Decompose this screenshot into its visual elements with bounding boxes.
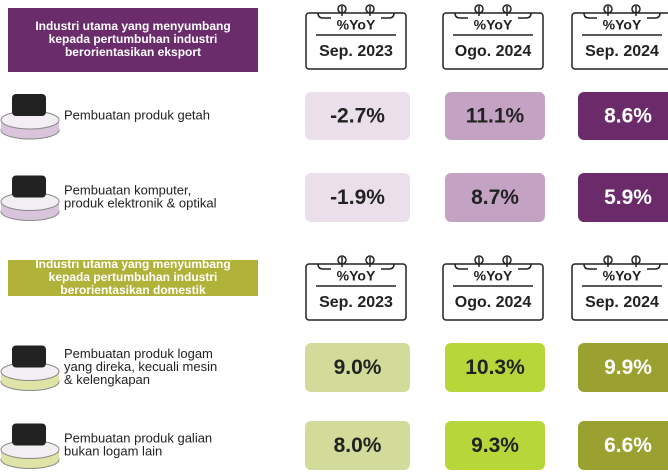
calendar-period: Sep. 2023 xyxy=(319,43,393,60)
value-text: 9.9% xyxy=(604,356,652,379)
calendar-unit: %YoY xyxy=(603,268,642,284)
section-header-text: berorientasikan eksport xyxy=(65,45,201,59)
value-box xyxy=(445,343,545,392)
calendar-ring xyxy=(337,255,347,265)
calendar-period: Ogo. 2024 xyxy=(455,294,532,311)
value-box xyxy=(578,421,668,470)
row-label: & kelengkapan xyxy=(64,372,150,387)
value-text: -2.7% xyxy=(330,105,385,128)
section-header-text: Industri utama yang menyumbang xyxy=(35,257,230,271)
value-box xyxy=(445,92,545,140)
calendar xyxy=(571,12,668,70)
icon xyxy=(12,94,46,116)
value-text: 10.3% xyxy=(465,356,525,379)
calendar-period: Ogo. 2024 xyxy=(455,43,532,60)
value-box xyxy=(305,421,410,470)
row-label: Pembuatan komputer, xyxy=(64,182,191,197)
row-label: yang direka, kecuali mesin xyxy=(64,359,217,374)
icon xyxy=(12,423,46,446)
row-label: produk elektronik & optikal xyxy=(64,195,217,210)
calendar-rings xyxy=(583,257,661,270)
calendar-ring xyxy=(603,255,613,265)
calendar xyxy=(571,263,668,321)
calendar-rings xyxy=(454,257,532,270)
value-text: 9.3% xyxy=(471,434,519,457)
calendar-ring xyxy=(631,4,641,14)
calendar-ring xyxy=(365,255,375,265)
value-box xyxy=(445,421,545,470)
row-label: Pembuatan produk getah xyxy=(64,107,210,122)
value-text: 8.0% xyxy=(334,434,382,457)
calendar-ring xyxy=(337,4,347,14)
calendar-rings xyxy=(454,6,532,19)
calendar-rings xyxy=(583,6,661,19)
calendar-ring xyxy=(631,255,641,265)
value-text: 8.6% xyxy=(604,105,652,128)
value-box xyxy=(305,173,410,222)
value-text: 8.7% xyxy=(471,186,519,209)
calendar xyxy=(305,263,407,321)
icon xyxy=(12,175,46,198)
row-label: bukan logam lain xyxy=(64,443,162,458)
calendar-period: Sep. 2023 xyxy=(319,294,393,311)
calendar-rings xyxy=(317,257,395,270)
value-text: 9.0% xyxy=(334,356,382,379)
section-header-text: kepada pertumbuhan industri xyxy=(49,270,218,284)
calendar-unit: %YoY xyxy=(474,17,513,33)
calendar xyxy=(442,12,544,70)
calendar-unit: %YoY xyxy=(337,268,376,284)
calendar-unit: %YoY xyxy=(603,17,642,33)
calendar-unit: %YoY xyxy=(474,268,513,284)
value-text: 6.6% xyxy=(604,434,652,457)
value-box xyxy=(578,92,668,140)
value-text: 11.1% xyxy=(466,105,525,128)
calendar-ring xyxy=(365,4,375,14)
row-label: Pembuatan produk logam xyxy=(64,346,213,361)
section-header-text: berorientasikan domestik xyxy=(60,283,206,297)
section-header-box xyxy=(8,260,258,296)
value-box xyxy=(305,92,410,140)
value-text: -1.9% xyxy=(330,186,385,209)
calendar-period: Sep. 2024 xyxy=(585,294,659,311)
calendar xyxy=(305,12,407,70)
calendar-unit: %YoY xyxy=(337,17,376,33)
value-box xyxy=(578,173,668,222)
calendar-ring xyxy=(603,4,613,14)
section-header-box xyxy=(8,8,258,72)
section-header-text: kepada pertumbuhan industri xyxy=(49,32,218,46)
value-text: 5.9% xyxy=(604,186,652,209)
calendar-ring xyxy=(502,4,512,14)
icon xyxy=(12,345,46,368)
calendar-ring xyxy=(474,255,484,265)
calendar xyxy=(442,263,544,321)
calendar-ring xyxy=(474,4,484,14)
value-box xyxy=(578,343,668,392)
calendar-period: Sep. 2024 xyxy=(585,43,659,60)
calendar-ring xyxy=(502,255,512,265)
section-header-text: Industri utama yang menyumbang xyxy=(35,19,230,33)
value-box xyxy=(445,173,545,222)
row-label: Pembuatan produk galian xyxy=(64,430,212,445)
calendar-rings xyxy=(317,6,395,19)
value-box xyxy=(305,343,410,392)
